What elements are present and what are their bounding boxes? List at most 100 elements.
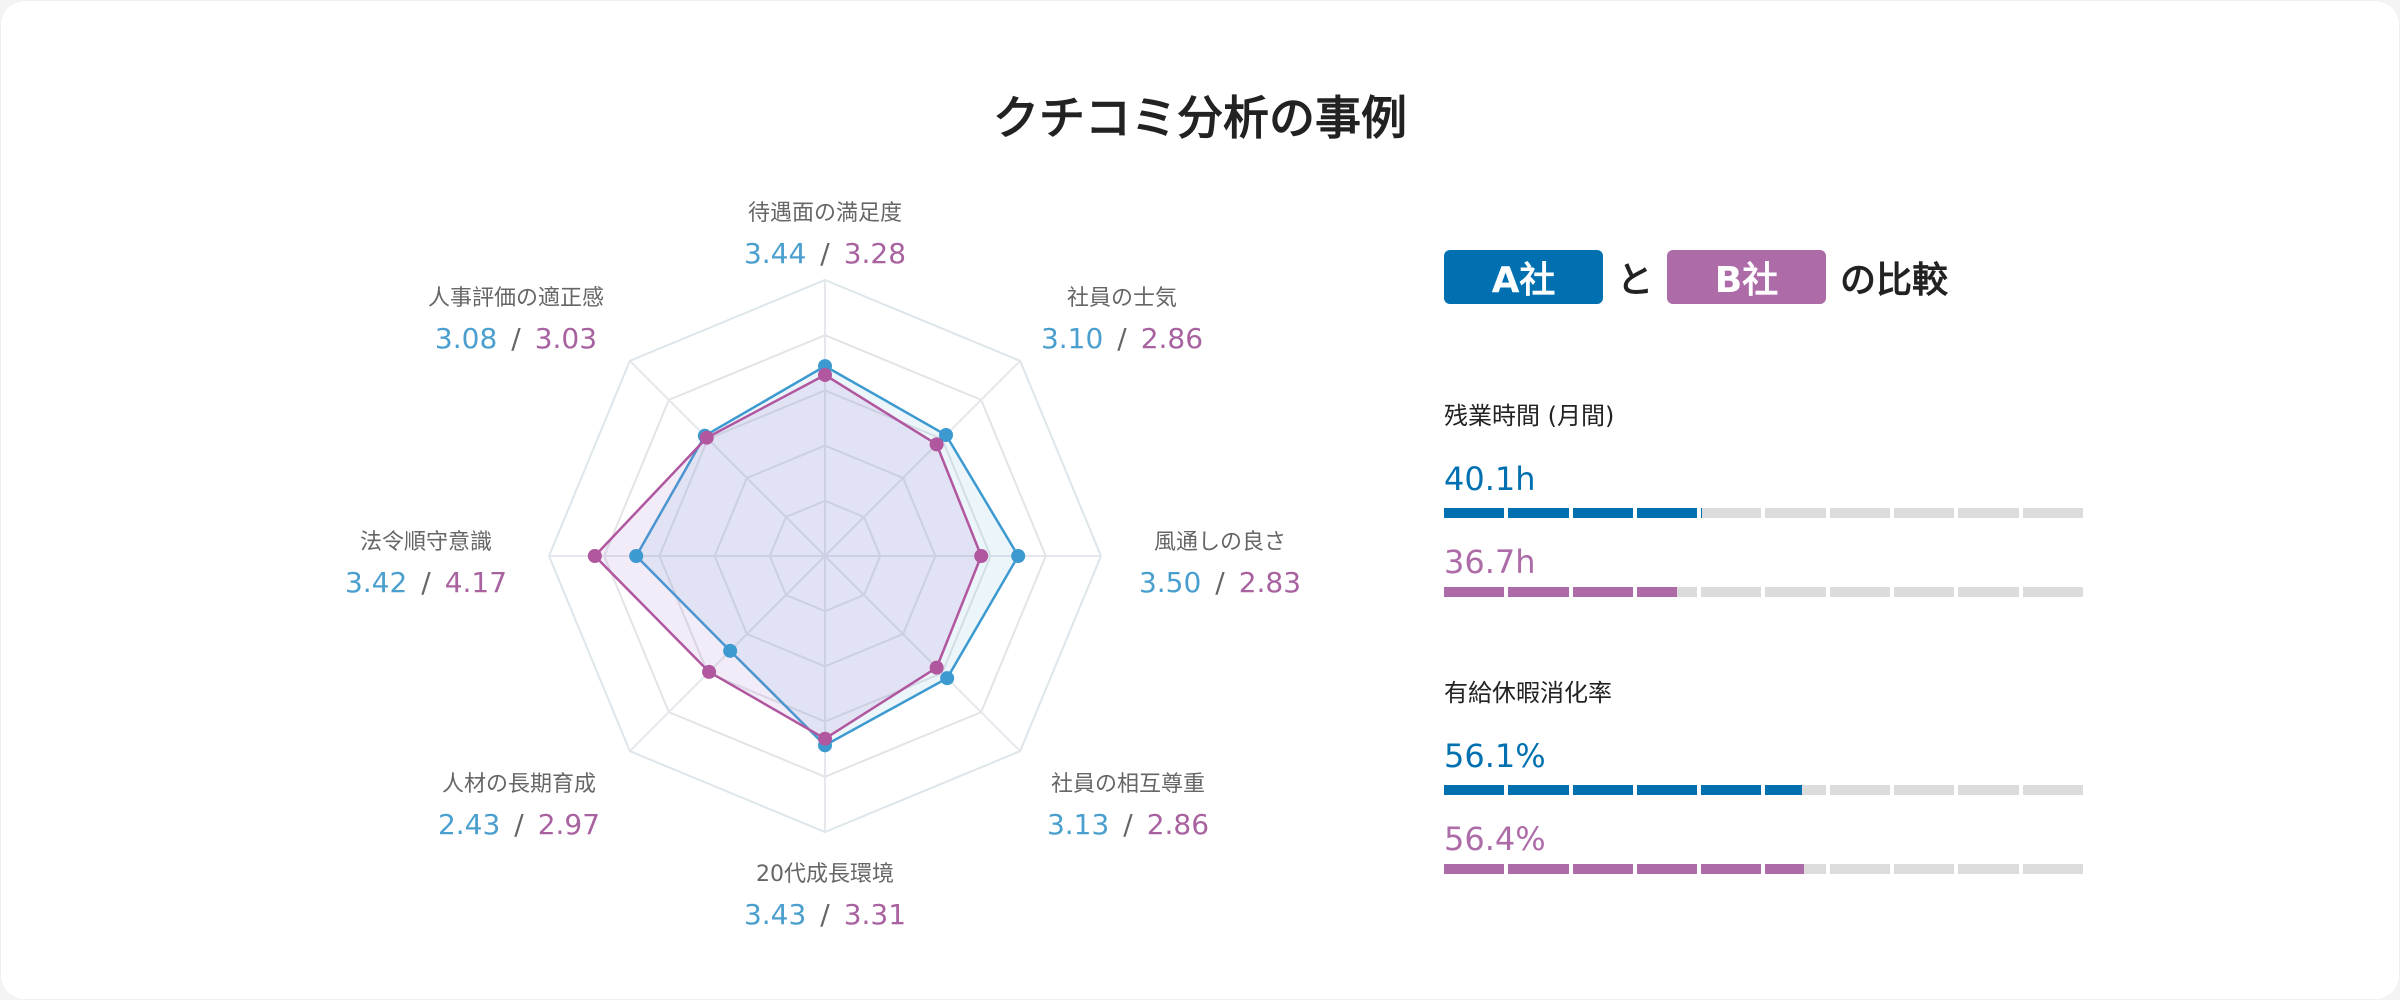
bar-segment [1508, 785, 1569, 795]
bar-segment [1636, 785, 1698, 795]
company-b-badge: B社 [1667, 250, 1827, 304]
bar-segment [1765, 587, 1826, 597]
value-b: 3.28 [843, 237, 907, 270]
overtime-a-value: 40.1h [1444, 460, 1536, 498]
axis-label: 人材の長期育成 2.43 / 2.97 [438, 766, 600, 841]
company-a-badge: A社 [1444, 250, 1603, 304]
paid-leave-label: 有給休暇消化率 [1444, 679, 1612, 707]
series-a-point [1011, 549, 1026, 563]
bar-segment [1829, 508, 1891, 518]
separator: / [421, 566, 431, 599]
axis-values: 3.08 / 3.03 [428, 322, 604, 355]
bar-segment [1894, 508, 1955, 518]
bar-segment [1829, 587, 1891, 597]
bar-segment [2022, 587, 2083, 597]
value-a: 3.10 [1040, 322, 1104, 355]
value-b: 2.86 [1140, 322, 1204, 355]
separator: / [1123, 808, 1133, 841]
value-a: 3.42 [344, 566, 408, 599]
overtime-b-bar [1444, 587, 2083, 597]
axis-values: 3.43 / 3.31 [744, 898, 906, 931]
axis-name: 法令順守意識 [359, 530, 492, 555]
overtime-label: 残業時間 (月間) [1444, 402, 1615, 430]
bar-segment [1958, 587, 2019, 597]
bar-segment [1701, 508, 1762, 518]
axis-name: 風通しの良さ [1153, 530, 1286, 555]
series-b-point [929, 660, 944, 675]
bar-segment [1572, 785, 1633, 795]
value-b: 4.17 [444, 566, 508, 599]
bar-segment [2022, 508, 2083, 518]
bar-segment [1958, 864, 2019, 874]
value-a: 3.43 [743, 898, 807, 931]
bar-segment [1701, 864, 1762, 874]
paid-leave-a-bar [1444, 785, 2083, 795]
and-text: と [1617, 260, 1654, 301]
axis-label: 社員の士気 3.10 / 2.86 [1041, 280, 1203, 355]
separator: / [1117, 322, 1127, 355]
bar-segment [1444, 587, 1505, 597]
bar-segment [1444, 864, 1505, 874]
value-b: 2.83 [1238, 566, 1302, 599]
page-title: クチコミ分析の事例 [993, 91, 1407, 145]
series-a-point [939, 427, 954, 442]
axis-name: 人事評価の適正感 [427, 286, 605, 311]
paid-leave-a-value: 56.1% [1444, 737, 1546, 775]
bar-segment [1444, 785, 1505, 795]
paid-leave-b-bar [1444, 864, 2083, 874]
bar-segment [1765, 785, 1826, 795]
axis-label: 社員の相互尊重 3.13 / 2.86 [1047, 766, 1209, 841]
axis-name: 人材の長期育成 [441, 772, 596, 797]
value-a: 2.43 [437, 808, 501, 841]
bar-segment [1636, 508, 1698, 518]
bar-segment [1572, 864, 1633, 874]
bar-segment [1701, 587, 1762, 597]
paid-leave-b-value: 56.4% [1444, 820, 1546, 858]
bar-segment [1958, 508, 2019, 518]
comparison-heading: A社 と B社 の比較 [1444, 250, 1962, 304]
value-a: 3.50 [1138, 566, 1202, 599]
axis-values: 3.13 / 2.86 [1047, 808, 1209, 841]
bar-segment [1894, 785, 1955, 795]
series-b-point [587, 549, 602, 563]
series-b-point [974, 549, 989, 563]
separator: / [514, 808, 524, 841]
axis-values: 3.50 / 2.83 [1139, 566, 1301, 599]
bar-segment [1636, 587, 1698, 597]
axis-label: 人事評価の適正感 3.08 / 3.03 [428, 280, 604, 355]
axis-label: 20代成長環境 3.43 / 3.31 [744, 856, 906, 931]
bar-segment [1765, 508, 1826, 518]
overtime-a-bar [1444, 508, 2083, 518]
value-b: 2.97 [537, 808, 601, 841]
series-a-point [940, 671, 955, 686]
value-a: 3.13 [1046, 808, 1110, 841]
bar-segment [1444, 508, 1505, 518]
bar-segment [1894, 587, 1955, 597]
axis-label: 待遇面の満足度 3.44 / 3.28 [744, 195, 906, 270]
bar-segment [1894, 864, 1955, 874]
axis-values: 3.42 / 4.17 [345, 566, 507, 599]
axis-name: 待遇面の満足度 [747, 201, 902, 226]
bar-segment [1829, 785, 1891, 795]
value-b: 2.86 [1146, 808, 1210, 841]
bar-segment [1765, 864, 1826, 874]
bar-segment [1572, 508, 1633, 518]
series-a-point [629, 549, 644, 563]
bar-segment [1508, 508, 1569, 518]
axis-values: 3.10 / 2.86 [1041, 322, 1203, 355]
axis-line [824, 360, 1021, 557]
bar-segment [1636, 864, 1698, 874]
value-a: 3.44 [743, 237, 807, 270]
bar-segment [1958, 785, 2019, 795]
bar-segment [2022, 785, 2083, 795]
separator: / [511, 322, 521, 355]
series-b-point [929, 437, 944, 452]
bar-segment [1508, 864, 1569, 874]
axis-name: 20代成長環境 [756, 862, 894, 887]
bar-segment [1701, 785, 1762, 795]
axis-name: 社員の相互尊重 [1050, 772, 1205, 797]
axis-values: 3.44 / 3.28 [744, 237, 906, 270]
axis-values: 2.43 / 2.97 [438, 808, 600, 841]
separator: / [1215, 566, 1225, 599]
